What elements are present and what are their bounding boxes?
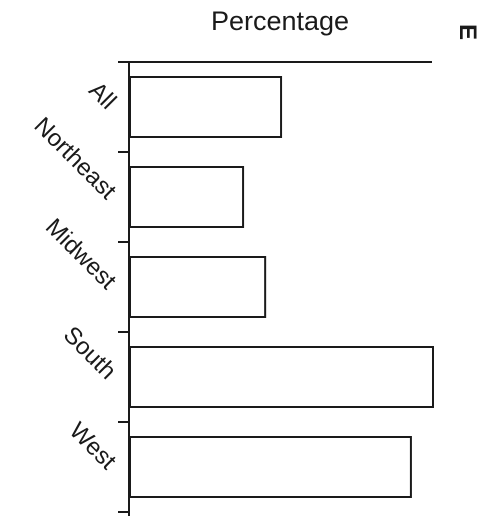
category-label-northeast: Northeast xyxy=(29,112,122,205)
bar-west xyxy=(129,436,412,498)
category-label-west: West xyxy=(64,417,122,475)
category-label-all: All xyxy=(83,77,121,115)
bar-northeast xyxy=(129,166,245,228)
bar-south xyxy=(129,346,434,408)
category-label-south: South xyxy=(58,321,121,384)
chart-title: Percentage xyxy=(211,6,349,36)
corner-badge: E xyxy=(454,24,481,40)
bar-midwest xyxy=(129,256,267,318)
category-label-midwest: Midwest xyxy=(40,213,122,295)
y-axis-ticks xyxy=(118,151,129,513)
bar-all xyxy=(129,76,283,138)
bars-group xyxy=(129,76,434,498)
